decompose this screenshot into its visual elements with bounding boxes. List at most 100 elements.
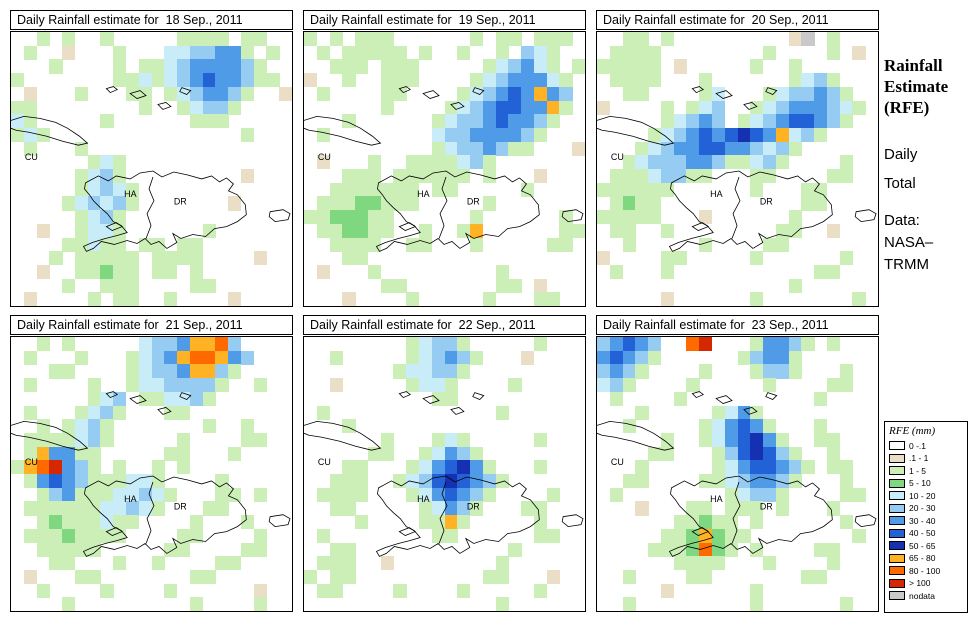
rain-cell xyxy=(215,350,229,365)
rain-cell xyxy=(609,391,623,406)
rain-cell xyxy=(74,501,89,516)
legend-entry: .1 - 1 xyxy=(889,453,963,465)
rain-cell xyxy=(151,251,165,266)
rain-cell xyxy=(62,487,76,502)
rain-cell xyxy=(750,487,764,502)
rain-cell xyxy=(597,337,611,352)
rain-cell xyxy=(151,501,165,516)
rain-cell xyxy=(495,45,509,60)
rain-cell xyxy=(151,237,165,252)
rain-cell xyxy=(533,127,548,142)
rain-cell xyxy=(788,59,802,74)
rain-cell xyxy=(406,337,420,352)
rain-cell xyxy=(763,446,777,461)
label-haiti: HA xyxy=(124,494,136,504)
rain-cell xyxy=(342,114,356,129)
rain-cell xyxy=(737,487,751,502)
rain-cell xyxy=(814,196,828,211)
rain-cell xyxy=(839,251,853,266)
rain-cell xyxy=(801,182,815,197)
rain-cell xyxy=(635,32,649,47)
rain-cell xyxy=(406,169,420,184)
rain-cell xyxy=(431,460,445,475)
rain-cell xyxy=(839,364,853,379)
rain-cell xyxy=(367,223,382,238)
rain-cell xyxy=(100,114,114,129)
rain-cell xyxy=(36,542,50,557)
rain-cell xyxy=(266,45,280,60)
rain-cell xyxy=(62,597,76,611)
rain-cell xyxy=(660,264,675,279)
panel-title: Daily Rainfall estimate for 19 Sep., 201… xyxy=(303,10,586,30)
rain-cell xyxy=(125,73,140,88)
legend-title: RFE (mm) xyxy=(889,425,936,437)
rain-cell xyxy=(11,73,25,88)
rain-cell xyxy=(74,251,89,266)
rain-cell xyxy=(660,223,675,238)
rain-cell xyxy=(355,196,369,211)
legend-label: 10 - 20 xyxy=(909,490,936,501)
rain-cell xyxy=(393,196,407,211)
rain-cell xyxy=(87,446,101,461)
rain-cell xyxy=(763,474,777,489)
rain-cell xyxy=(87,501,101,516)
panel-title-text: Daily Rainfall estimate for 18 Sep., 201… xyxy=(17,13,243,27)
rain-cell xyxy=(622,32,636,47)
rain-cell xyxy=(609,196,623,211)
rain-cell xyxy=(495,114,509,129)
rain-cell xyxy=(660,251,675,266)
rain-cell xyxy=(342,210,356,225)
rain-cell xyxy=(342,487,356,502)
rain-cell xyxy=(189,32,203,47)
rain-cell xyxy=(23,86,37,101)
legend-label: 40 - 50 xyxy=(909,528,936,539)
rain-cell xyxy=(177,405,191,420)
rain-cell xyxy=(482,86,496,101)
rain-cell xyxy=(406,73,420,88)
rain-cell xyxy=(750,59,764,74)
rain-cell xyxy=(202,364,216,379)
rain-cell xyxy=(342,460,356,475)
rain-cell xyxy=(711,100,726,115)
rain-cell xyxy=(699,432,713,447)
rain-cell xyxy=(724,432,738,447)
rain-cell xyxy=(673,127,687,142)
rain-cell xyxy=(597,378,611,393)
rain-cell xyxy=(648,350,662,365)
rain-cell xyxy=(87,487,101,502)
rain-cell xyxy=(495,474,509,489)
rain-cell xyxy=(699,337,713,352)
rain-cell xyxy=(418,155,433,170)
rain-cell xyxy=(495,141,509,156)
rain-cell xyxy=(87,528,101,543)
rain-cell xyxy=(622,337,636,352)
rain-cell xyxy=(737,501,751,516)
rain-cell xyxy=(826,542,841,557)
rain-cell xyxy=(609,364,623,379)
rain-cell xyxy=(495,405,509,420)
rain-cell xyxy=(316,210,330,225)
legend-entry: 30 - 40 xyxy=(889,515,963,527)
rain-cell xyxy=(457,86,471,101)
rain-cell xyxy=(737,419,751,434)
rain-cell xyxy=(852,528,866,543)
rain-cell xyxy=(189,264,203,279)
rain-cell xyxy=(495,59,509,74)
rain-cell xyxy=(177,542,191,557)
rain-cell xyxy=(660,528,675,543)
panel-title: Daily Rainfall estimate for 23 Sep., 201… xyxy=(596,315,879,335)
rain-cell xyxy=(470,460,484,475)
rain-cell xyxy=(151,391,165,406)
rain-cell xyxy=(470,155,484,170)
rain-cell xyxy=(125,515,140,530)
rain-cell xyxy=(329,59,343,74)
rain-cell xyxy=(36,419,50,434)
rain-cell xyxy=(457,446,471,461)
rain-cell xyxy=(622,364,636,379)
rain-cell xyxy=(164,446,178,461)
rain-cell xyxy=(342,59,356,74)
rain-cell xyxy=(559,237,573,252)
rain-cell xyxy=(164,251,178,266)
label-cuba: CU xyxy=(318,152,331,162)
